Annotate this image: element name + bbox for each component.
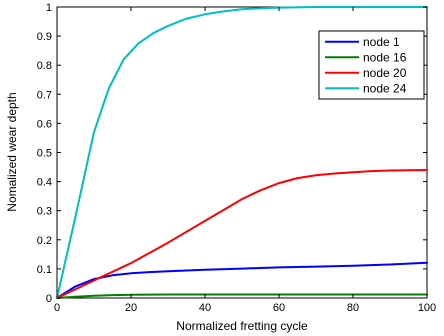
legend-label: node 16 bbox=[363, 50, 407, 64]
series-line-node-24 bbox=[56, 6, 428, 299]
series-line-node-20 bbox=[56, 169, 428, 299]
y-axis-label: Nomalized wear depth bbox=[5, 92, 19, 211]
y-tick-label: 0.2 bbox=[37, 235, 52, 247]
y-tick-label: 0.5 bbox=[37, 148, 52, 160]
legend-label: node 24 bbox=[363, 81, 407, 95]
x-tick-label: 80 bbox=[347, 302, 359, 314]
axis-layer: 0 20 40 60 80 100 0 0.1 0.2 0.3 0.4 0.5 0.6 0.7 0.8 0.9… bbox=[37, 2, 436, 314]
series-layer bbox=[56, 6, 428, 299]
x-tick-label: 40 bbox=[199, 302, 211, 314]
x-axis-label: Normalized fretting cycle bbox=[176, 319, 308, 333]
y-tick-label: 1 bbox=[46, 2, 52, 14]
y-tick-label: 0.8 bbox=[37, 60, 52, 72]
series-line-node-16 bbox=[56, 293, 428, 299]
y-tick-label: 0.4 bbox=[37, 177, 52, 189]
x-tick-label: 60 bbox=[273, 302, 285, 314]
y-tick-label: 0.6 bbox=[37, 118, 52, 130]
x-tick-label: 0 bbox=[54, 302, 60, 314]
y-tick-label: 0.7 bbox=[37, 89, 52, 101]
y-tick-label: 0.9 bbox=[37, 31, 52, 43]
y-tick-label: 0 bbox=[46, 293, 52, 305]
y-tick-label: 0.3 bbox=[37, 206, 52, 218]
x-tick-label: 20 bbox=[125, 302, 137, 314]
legend-label: node 20 bbox=[363, 66, 407, 80]
x-tick-label: 100 bbox=[418, 302, 436, 314]
y-tick-label: 0.1 bbox=[37, 264, 52, 276]
legend-label: node 1 bbox=[363, 35, 400, 49]
